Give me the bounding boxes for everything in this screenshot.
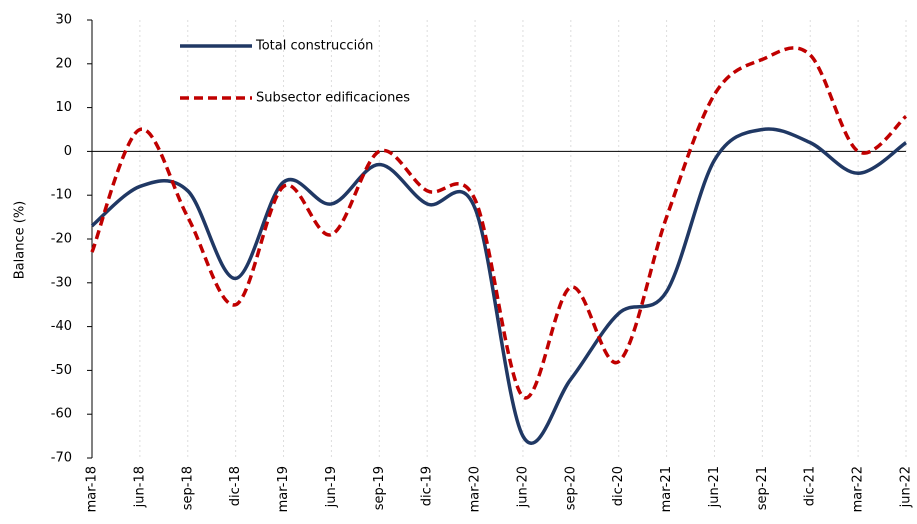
x-tick-label: dic-19	[420, 466, 435, 506]
y-tick-label: -70	[51, 451, 72, 466]
x-tick-label: sep-20	[563, 466, 578, 510]
y-tick-label: -40	[51, 319, 72, 334]
legend-label: Subsector edificaciones	[256, 91, 410, 106]
x-tick-label: jun-21	[707, 466, 722, 508]
x-tick-label: sep-19	[372, 466, 387, 510]
y-tick-label: 30	[55, 13, 72, 28]
x-tick-label: mar-19	[276, 466, 291, 512]
x-tick-label: mar-20	[468, 466, 483, 512]
x-tick-label: sep-18	[180, 466, 195, 510]
x-tick-label: mar-22	[851, 466, 866, 512]
y-tick-label: 20	[55, 56, 72, 71]
y-tick-label: -30	[51, 275, 72, 290]
y-tick-label: -50	[51, 363, 72, 378]
x-tick-label: sep-21	[755, 466, 770, 510]
legend-label: Total construcción	[255, 39, 373, 54]
y-tick-label: -10	[51, 188, 72, 203]
x-tick-label: jun-20	[515, 466, 530, 508]
y-tick-label: -60	[51, 407, 72, 422]
x-tick-label: dic-21	[803, 466, 818, 506]
y-tick-label: 10	[55, 100, 72, 115]
y-tick-label: -20	[51, 232, 72, 247]
x-tick-label: dic-20	[611, 466, 626, 506]
x-tick-label: jun-19	[324, 466, 339, 508]
series-line	[90, 127, 908, 445]
x-tick-label: dic-18	[228, 466, 243, 506]
y-tick-label: 0	[64, 144, 72, 159]
x-tick-label: mar-18	[85, 466, 100, 512]
x-tick-label: jun-22	[899, 466, 914, 508]
x-tick-label: jun-18	[132, 466, 147, 508]
series-line	[90, 46, 908, 400]
y-axis-title: Balance (%)	[13, 201, 28, 279]
x-tick-label: mar-21	[659, 466, 674, 512]
